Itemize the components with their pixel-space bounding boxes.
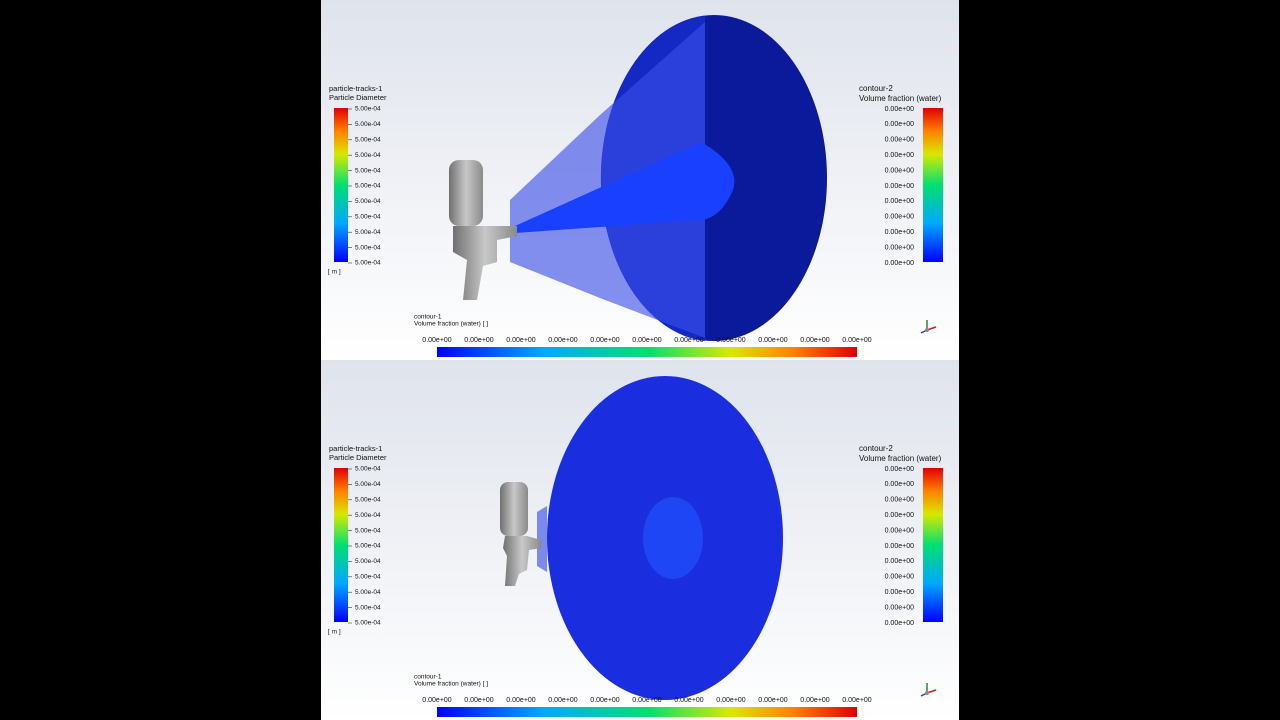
legend-label: 0.00e+00 (590, 337, 619, 344)
legend-label: 0.00e+00 (632, 337, 661, 344)
legend-title: contour-2 (859, 444, 893, 453)
legend-label: 0.00e+00 (632, 697, 661, 704)
legend-label: 5.00e-04 (355, 466, 381, 473)
legend-label: 0.00e+00 (885, 244, 914, 251)
legend-label: 5.00e-04 (355, 497, 381, 504)
legend-label: 0.00e+00 (716, 337, 745, 344)
legend-label: 0.00e+00 (422, 337, 451, 344)
legend-label: 0.00e+00 (885, 497, 914, 504)
legend-label: 0.00e+00 (885, 106, 914, 113)
legend-subtitle: Particle Diameter (329, 453, 387, 462)
legend-label: 0.00e+00 (885, 229, 914, 236)
legend-label: 0.00e+00 (464, 337, 493, 344)
legend-label: 5.00e-04 (355, 543, 381, 550)
legend-label: 0.00e+00 (716, 697, 745, 704)
legend-label: 5.00e-04 (355, 121, 381, 128)
legend-label: 0.00e+00 (548, 697, 577, 704)
legend-unit: [ m ] (328, 269, 341, 276)
legend-label: 0.00e+00 (885, 260, 914, 267)
geometry (500, 376, 783, 700)
legend-label: 0.00e+00 (885, 574, 914, 581)
legend-label: 0.00e+00 (885, 604, 914, 611)
legend-label: 5.00e-04 (355, 229, 381, 236)
legend-label: 5.00e-04 (355, 620, 381, 627)
legend-title: contour-1 (414, 314, 442, 321)
legend-label: 0.00e+00 (885, 214, 914, 221)
legend-label: 5.00e-04 (355, 604, 381, 611)
legend-label: 0.00e+00 (842, 337, 871, 344)
axis-origin (925, 691, 929, 695)
legend-label: 0.00e+00 (674, 337, 703, 344)
axis-origin (925, 328, 929, 332)
legend-label: 0.00e+00 (800, 697, 829, 704)
colorbar (437, 707, 857, 717)
legend-label: 0.00e+00 (842, 697, 871, 704)
legend-label: 5.00e-04 (355, 183, 381, 190)
legend-label: 0.00e+00 (885, 121, 914, 128)
legend-subtitle: Volume fraction (water) (859, 94, 942, 103)
colorbar (923, 468, 943, 622)
legend-title: particle-tracks-1 (329, 84, 382, 93)
legend-subtitle: Volume fraction (water) [ ] (414, 681, 488, 688)
legend-label: 5.00e-04 (355, 260, 381, 267)
legend-label: 5.00e-04 (355, 106, 381, 113)
legend-subtitle: Volume fraction (water) [ ] (414, 321, 488, 328)
legend-label: 0.00e+00 (885, 589, 914, 596)
colorbar (437, 347, 857, 357)
legend-label: 0.00e+00 (885, 198, 914, 205)
legend-label: 5.00e-04 (355, 244, 381, 251)
legend-label: 5.00e-04 (355, 137, 381, 144)
legend-label: 0.00e+00 (885, 466, 914, 473)
axis-triad (920, 683, 937, 697)
legend-label: 5.00e-04 (355, 512, 381, 519)
legend-label: 0.00e+00 (885, 183, 914, 190)
axis-triad (920, 320, 937, 334)
legend-label: 0.00e+00 (885, 152, 914, 159)
legend-label: 0.00e+00 (590, 697, 619, 704)
legend-label: 0.00e+00 (800, 337, 829, 344)
geometry (449, 15, 827, 341)
legend-label: 0.00e+00 (506, 337, 535, 344)
legend-label: 0.00e+00 (758, 337, 787, 344)
legend-label: 5.00e-04 (355, 481, 381, 488)
colorbar (334, 468, 348, 622)
legend-label: 5.00e-04 (355, 152, 381, 159)
legend-label: 0.00e+00 (885, 512, 914, 519)
legend-title: contour-2 (859, 84, 893, 93)
legend-subtitle: Particle Diameter (329, 93, 387, 102)
legend-label: 0.00e+00 (885, 543, 914, 550)
legend-label: 0.00e+00 (548, 337, 577, 344)
legend-unit: [ m ] (328, 629, 341, 636)
legend-label: 0.00e+00 (506, 697, 535, 704)
legend-label: 5.00e-04 (355, 167, 381, 174)
legend-label: 0.00e+00 (885, 558, 914, 565)
legend-label: 0.00e+00 (422, 697, 451, 704)
legend-label: 0.00e+00 (464, 697, 493, 704)
colorbar (923, 108, 943, 262)
legend-label: 0.00e+00 (885, 620, 914, 627)
legend-label: 5.00e-04 (355, 574, 381, 581)
legend-label: 5.00e-04 (355, 527, 381, 534)
legend-label: 5.00e-04 (355, 558, 381, 565)
legend-label: 0.00e+00 (674, 697, 703, 704)
colorbar (334, 108, 348, 262)
legend-label: 0.00e+00 (885, 527, 914, 534)
legend-title: particle-tracks-1 (329, 444, 382, 453)
legend-label: 0.00e+00 (885, 137, 914, 144)
legend-title: contour-1 (414, 674, 442, 681)
legend-label: 0.00e+00 (885, 481, 914, 488)
legend-label: 0.00e+00 (885, 167, 914, 174)
legend-subtitle: Volume fraction (water) (859, 454, 942, 463)
legend-label: 5.00e-04 (355, 214, 381, 221)
legend-label: 5.00e-04 (355, 589, 381, 596)
legend-label: 5.00e-04 (355, 198, 381, 205)
legend-label: 0.00e+00 (758, 697, 787, 704)
